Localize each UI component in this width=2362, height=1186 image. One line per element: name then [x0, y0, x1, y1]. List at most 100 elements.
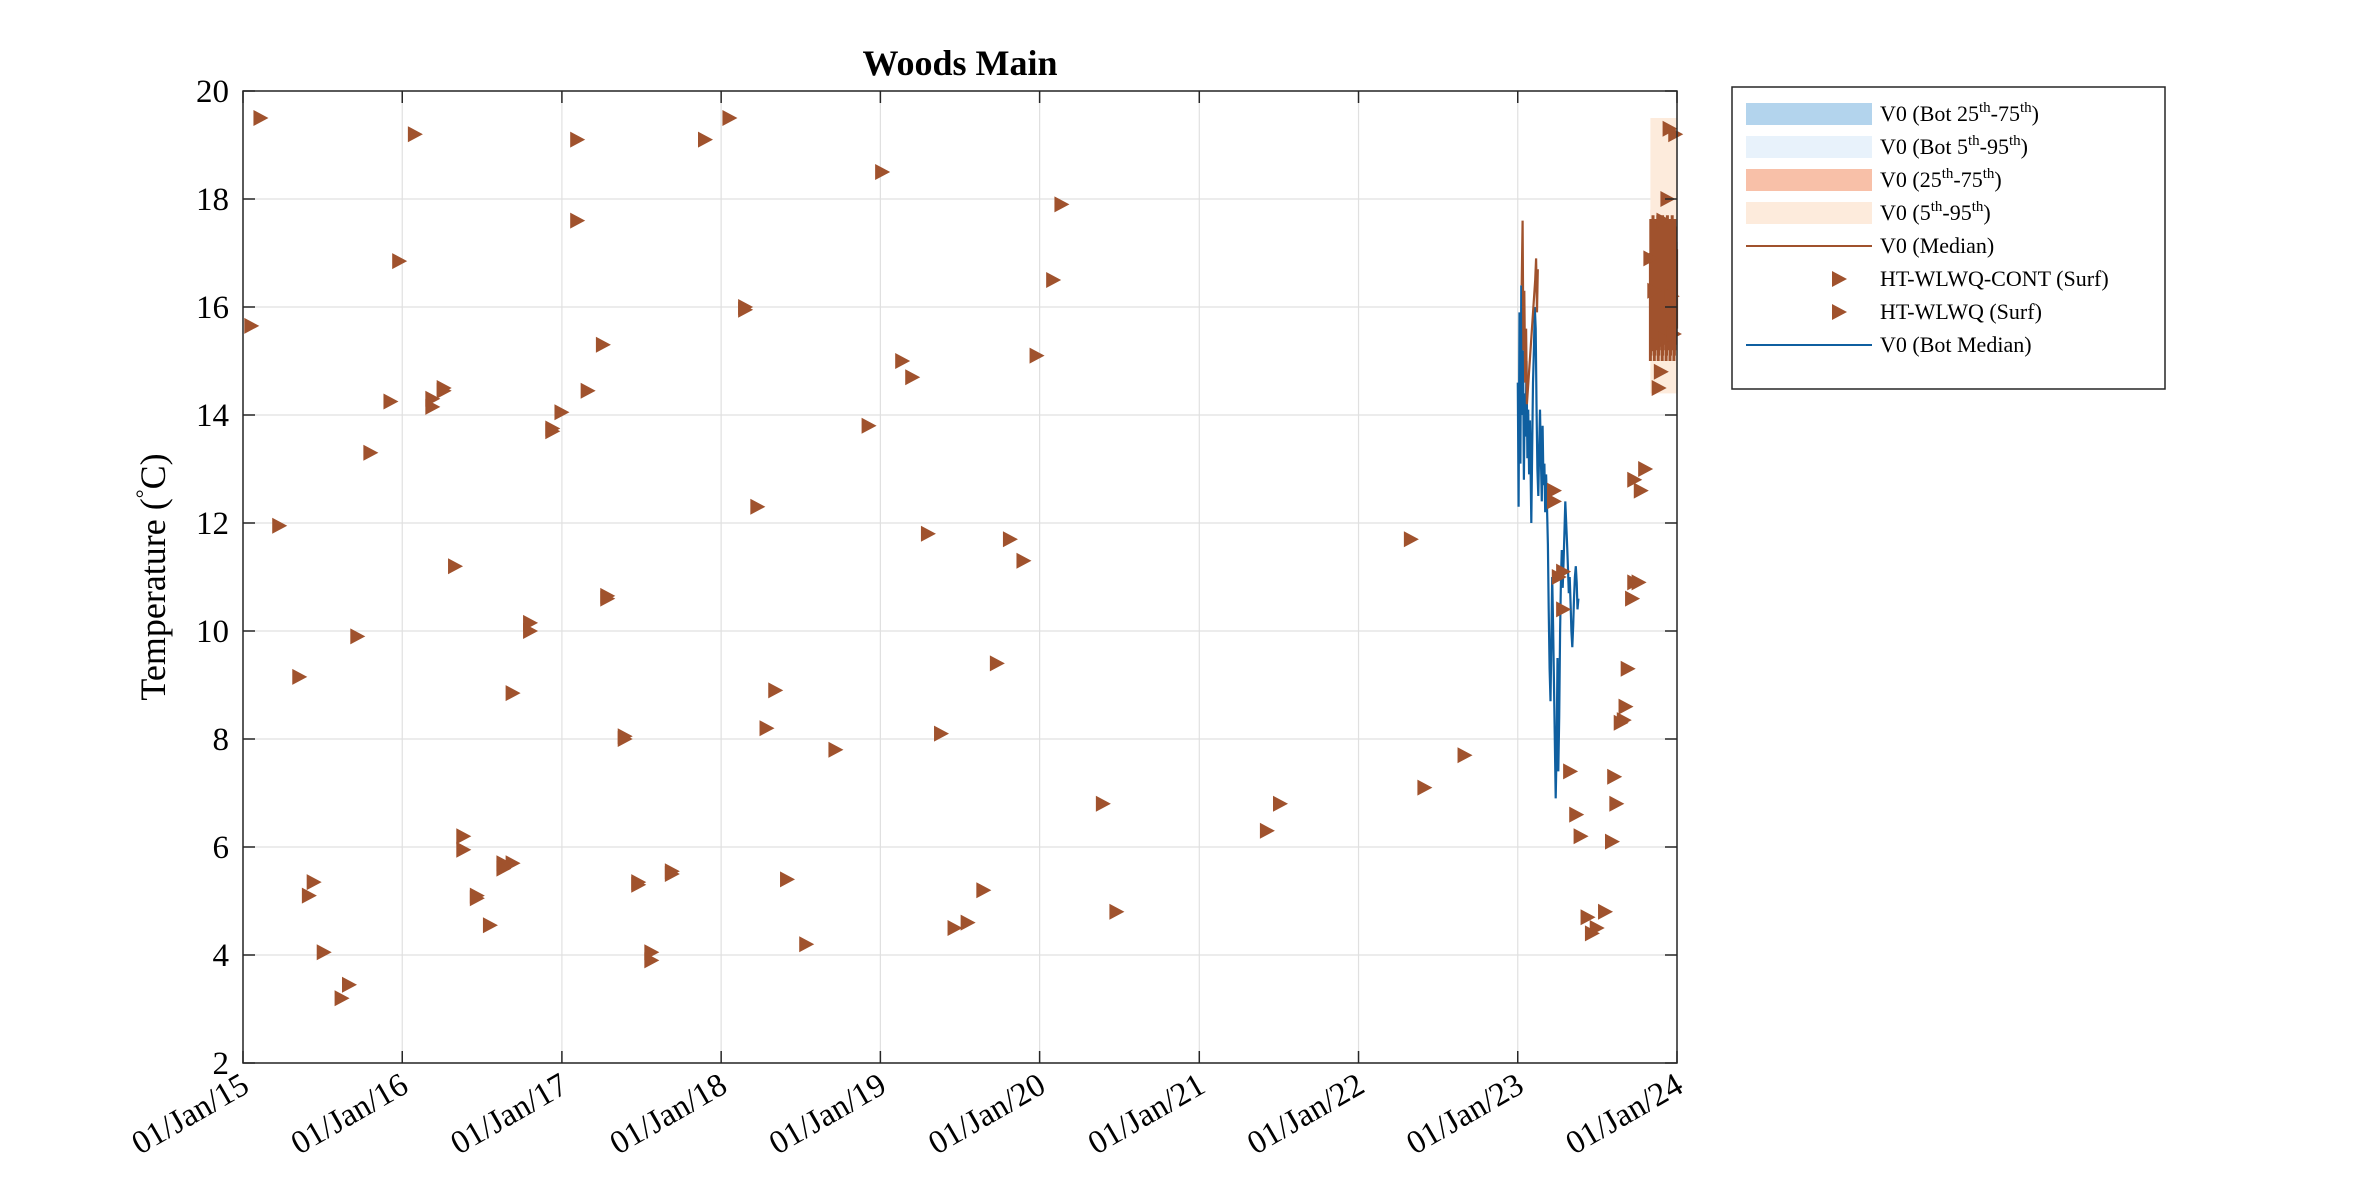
marker-cont — [1546, 493, 1562, 510]
marker-surf — [505, 855, 521, 872]
marker-cont — [1633, 482, 1649, 499]
marker-surf — [600, 590, 616, 607]
marker-cont — [1580, 909, 1596, 926]
legend-label: V0 (Bot 25th-75th) — [1880, 100, 2039, 126]
marker-surf — [272, 517, 288, 534]
marker-surf — [554, 404, 570, 421]
marker-surf — [1029, 347, 1045, 364]
marker-surf — [947, 920, 963, 936]
marker-surf — [456, 828, 472, 845]
marker-surf — [1016, 552, 1032, 569]
y-axis-label-degree: ° — [131, 489, 156, 498]
marker-surf — [363, 444, 379, 461]
marker-cont — [1607, 768, 1623, 785]
marker-surf — [905, 369, 921, 386]
marker-cont — [1625, 590, 1641, 607]
marker-surf — [976, 882, 992, 899]
y-tick-label: 20 — [196, 74, 229, 110]
axes-frame — [242, 90, 1678, 1064]
legend-swatch — [1746, 103, 1872, 125]
marker-surf — [342, 976, 358, 993]
marker-surf — [407, 126, 423, 143]
y-tick-label: 6 — [213, 830, 230, 866]
marker-cont — [1604, 833, 1620, 850]
marker-surf — [301, 887, 317, 904]
marker-surf — [698, 131, 714, 148]
legend-label: HT-WLWQ (Surf) — [1880, 299, 2042, 324]
marker-cont — [1556, 563, 1572, 580]
legend: V0 (Bot 25th-75th) V0 (Bot 5th-95th) V0 (2… — [1731, 86, 2166, 390]
y-axis-label: Temperature (°C) — [131, 453, 173, 700]
marker-cont — [1631, 574, 1647, 591]
marker-cont — [1556, 601, 1572, 618]
marker-surf — [722, 110, 738, 126]
marker-cont — [1649, 336, 1665, 353]
marker-surf — [392, 253, 408, 270]
marker-cont — [1658, 331, 1674, 348]
series-line-median — [1520, 220, 1539, 405]
marker-surf — [799, 936, 815, 953]
marker-surf — [920, 525, 936, 542]
marker-surf — [496, 860, 512, 877]
marker-surf — [334, 990, 350, 1007]
marker-surf — [759, 720, 775, 737]
legend-swatch — [1746, 136, 1872, 158]
marker-surf — [875, 164, 891, 180]
series-line-bot-median — [1516, 285, 1580, 799]
marker-surf — [989, 655, 1005, 672]
marker-surf — [482, 917, 498, 934]
legend-label: V0 (Bot Median) — [1880, 332, 2032, 357]
legend-marker — [1832, 304, 1847, 320]
marker-surf — [580, 382, 596, 399]
marker-surf — [1046, 272, 1062, 288]
marker-surf — [617, 731, 633, 747]
marker-surf — [768, 682, 784, 699]
legend-label: V0 (25th-75th) — [1880, 166, 2002, 192]
marker-surf — [570, 131, 586, 148]
legend-label: HT-WLWQ-CONT (Surf) — [1880, 266, 2109, 291]
marker-cont — [1569, 806, 1585, 823]
marker-cont — [1563, 763, 1579, 780]
marker-surf — [960, 914, 976, 931]
marker-surf — [828, 741, 844, 758]
marker-surf — [253, 110, 269, 126]
marker-surf — [750, 498, 766, 515]
legend-swatch — [1746, 169, 1872, 191]
marker-surf — [1403, 531, 1419, 548]
marker-cont — [1643, 250, 1659, 267]
marker-cont — [1618, 698, 1634, 715]
y-axis-label-text: Temperature ( — [133, 498, 173, 700]
marker-cont — [1589, 920, 1605, 936]
marker-surf — [861, 417, 877, 434]
y-axis-label-unit: C) — [133, 453, 173, 489]
marker-surf — [1109, 903, 1125, 920]
marker-surf — [595, 336, 611, 353]
marker-surf — [1054, 196, 1070, 213]
marker-surf — [456, 841, 472, 858]
marker-surf — [545, 423, 561, 440]
marker-surf — [292, 668, 308, 685]
marker-cont — [1647, 282, 1663, 299]
marker-surf — [448, 558, 464, 575]
marker-cont — [1609, 795, 1625, 812]
marker-surf — [306, 874, 322, 891]
y-tick-label: 8 — [213, 722, 230, 758]
marker-cont — [1616, 712, 1632, 729]
marker-surf — [505, 685, 521, 702]
marker-surf — [350, 628, 366, 645]
marker-surf — [1002, 531, 1018, 548]
marker-surf — [644, 952, 660, 969]
y-tick-label: 12 — [196, 506, 229, 542]
y-tick-label: 2 — [213, 1046, 230, 1082]
marker-surf — [383, 393, 399, 410]
marker-surf — [469, 890, 485, 907]
legend-marker — [1832, 271, 1847, 287]
chart-title: Woods Main — [862, 43, 1057, 83]
marker-surf — [425, 398, 441, 415]
marker-cont — [1620, 660, 1636, 677]
series-markers — [244, 110, 1684, 1007]
marker-cont — [1664, 288, 1680, 305]
marker-surf — [244, 317, 260, 334]
marker-cont — [1627, 471, 1643, 488]
marker-surf — [1259, 822, 1275, 839]
